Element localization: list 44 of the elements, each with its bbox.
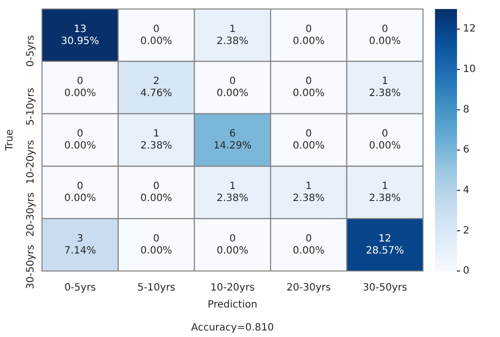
data-label: 2 4.76% (140, 76, 172, 100)
data-label: 1 2.38% (369, 180, 401, 204)
color-bar-label: 10 (463, 64, 476, 76)
data-label: 0 0.00% (140, 180, 172, 204)
data-label: 6 14.29% (213, 128, 252, 152)
data-label: 0 0.00% (292, 76, 325, 100)
data-label: 0 0.00% (64, 180, 96, 204)
x-tick-label: 10-20yrs (210, 282, 255, 294)
data-label: 0 0.00% (292, 233, 325, 256)
data-label: 13 30.95% (61, 24, 100, 47)
data-label: 0 0.00% (369, 24, 401, 47)
data-label: 0 0.00% (140, 233, 172, 256)
data-label: 0 0.00% (292, 128, 325, 152)
data-label: 0 0.00% (369, 128, 401, 152)
x-tick-label: 0-5yrs (64, 282, 96, 294)
y-tick-label: 5-10yrs (26, 88, 37, 126)
color-bar-label: 0 (463, 266, 470, 277)
data-label: 1 2.38% (216, 24, 248, 47)
data-label: 3 7.14% (64, 233, 96, 256)
data-label: 0 0.00% (216, 233, 248, 256)
y-axis-title: True (4, 129, 16, 152)
data-label: 12 28.57% (366, 233, 404, 256)
x-tick-label: 5-10yrs (137, 282, 176, 294)
data-label: 0 0.00% (216, 76, 248, 100)
data-label: 0 0.00% (64, 128, 96, 152)
y-tick-label: 0-5yrs (26, 35, 37, 67)
x-tick-label: 20-30yrs (286, 282, 331, 294)
data-label: 1 2.38% (216, 180, 248, 204)
y-tick-label: 20-30yrs (26, 192, 37, 237)
x-axis-title: Prediction (208, 300, 258, 311)
text: Accuracy=0.810 (191, 322, 274, 334)
color-bar-label: 6 (463, 144, 470, 156)
color-bar-label: 2 (463, 225, 470, 236)
data-label: 0 0.00% (292, 24, 325, 47)
data-label: 0 0.00% (64, 76, 96, 100)
color-bar-label: 12 (463, 24, 476, 35)
color-bar-label: 4 (463, 184, 470, 196)
color-bar-label: 8 (463, 104, 470, 116)
data-label: 1 2.38% (292, 180, 325, 204)
y-tick-label: 10-20yrs (26, 140, 37, 184)
data-label: 0 0.00% (140, 24, 172, 47)
data-label: 1 2.38% (369, 76, 401, 100)
data-label: 1 2.38% (140, 128, 172, 152)
x-tick-label: 30-50yrs (362, 282, 408, 294)
